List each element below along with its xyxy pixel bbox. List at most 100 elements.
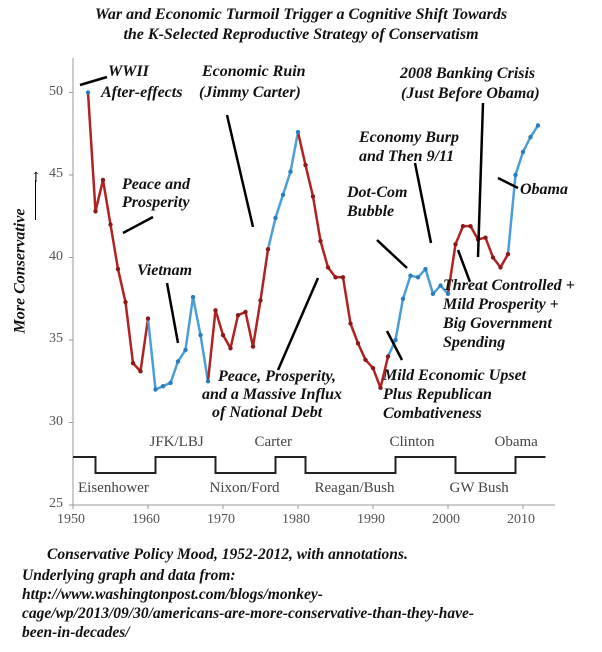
- annotation-burp-2: and Then 9/11: [359, 148, 455, 165]
- president-label: Obama: [494, 434, 538, 450]
- x-tick-label: 1980: [282, 512, 310, 527]
- data-point: [340, 275, 346, 280]
- series-segment: [304, 163, 315, 198]
- y-axis-label: More Conservative: [11, 208, 29, 334]
- series-segment: [199, 333, 210, 383]
- y-tick-label: 30: [49, 413, 63, 429]
- series-segment: [116, 267, 127, 304]
- annotation-leader-line: [165, 282, 180, 344]
- series-segment: [259, 248, 270, 302]
- series-segment: [371, 366, 382, 390]
- x-tick-label: 1960: [132, 512, 160, 527]
- data-point: [385, 354, 391, 359]
- data-point: [370, 365, 376, 371]
- series-segment: [86, 91, 97, 213]
- annotation-leader-line: [497, 176, 519, 190]
- data-point: [348, 321, 353, 326]
- annotation-leader-line: [385, 330, 404, 361]
- up-arrow-icon: ↑: [30, 170, 42, 186]
- data-point: [228, 346, 233, 351]
- series-segment: [289, 130, 300, 173]
- data-point: [168, 380, 173, 386]
- annotation-banking-1: 2008 Banking Crisis: [400, 65, 536, 82]
- series-segment: [169, 360, 180, 385]
- data-point: [265, 247, 271, 252]
- y-tick-label: 25: [49, 496, 63, 511]
- data-point: [280, 192, 286, 197]
- annotation-peace-debt-2: and a Massive Influx: [202, 386, 343, 403]
- series-segment: [214, 309, 225, 337]
- president-label: Nixon/Ford: [209, 480, 280, 496]
- x-tick-label: 2010: [507, 512, 535, 527]
- annotation-leader-line: [413, 162, 433, 244]
- data-point: [175, 359, 181, 364]
- series-segment: [379, 355, 390, 390]
- data-point: [273, 215, 278, 221]
- series-segment: [514, 150, 525, 177]
- source-line-3: cage/wp/2013/09/30/americans-are-more-co…: [22, 605, 475, 622]
- annotation-vietnam: Vietnam: [137, 262, 193, 279]
- data-point: [198, 332, 203, 338]
- president-label: Carter: [254, 434, 292, 450]
- data-point: [145, 316, 151, 321]
- data-point: [130, 360, 136, 366]
- annotation-leader-line: [225, 114, 255, 228]
- annotation-leader-line: [376, 239, 408, 269]
- data-point: [325, 265, 331, 270]
- series-segment: [124, 300, 135, 365]
- series-segment: [94, 178, 105, 213]
- president-label: Reagan/Bush: [314, 480, 395, 496]
- annotation-threat-3: Big Government: [443, 315, 552, 332]
- y-tick-label: 40: [49, 248, 63, 264]
- data-point: [85, 90, 91, 95]
- y-tick-label: 35: [49, 331, 63, 346]
- data-point: [153, 387, 158, 392]
- x-tick-label: 1970: [207, 512, 235, 527]
- series-segment: [319, 239, 330, 269]
- data-point: [93, 209, 98, 214]
- annotation-wwii-1: WWII: [108, 63, 149, 80]
- annotation-peace-2: Prosperity: [122, 194, 190, 211]
- president-step-line: [73, 456, 546, 474]
- series-segment: [341, 276, 352, 325]
- chart-title-line-2: the K-Selected Reproductive Strategy of …: [123, 26, 479, 43]
- data-point: [505, 252, 511, 257]
- arrow-shaft: [35, 180, 36, 220]
- annotation-threat-2: Mild Prosperity +: [443, 296, 559, 313]
- annotation-threat-1: Threat Controlled +: [443, 277, 575, 294]
- series-segment: [101, 178, 112, 226]
- data-point: [160, 384, 166, 389]
- annotation-mild-upset-2: Plus Republican: [383, 386, 492, 403]
- data-point: [190, 294, 196, 300]
- data-point: [123, 299, 128, 305]
- x-tick-label: 1950: [57, 512, 85, 527]
- series-segment: [191, 295, 202, 337]
- series-segment: [176, 348, 187, 363]
- series-segment: [499, 252, 510, 269]
- data-point: [445, 291, 451, 296]
- data-point: [355, 341, 361, 346]
- series-segment: [349, 322, 360, 345]
- annotation-threat-4: Spending: [443, 334, 506, 351]
- y-tick-label: 45: [49, 166, 63, 181]
- y-tick-label: 50: [49, 83, 63, 99]
- president-label: Eisenhower: [78, 480, 149, 496]
- data-point: [363, 357, 368, 362]
- series-segment: [221, 333, 232, 350]
- data-point: [513, 172, 518, 178]
- annotation-peace-debt-3: of National Debt: [212, 404, 323, 421]
- data-point: [243, 309, 248, 315]
- source-line-4: been-in-decades/: [22, 624, 130, 641]
- annotation-leader-line: [456, 249, 472, 283]
- annotation-mild-upset-3: Combativeness: [383, 405, 482, 422]
- data-point: [393, 337, 398, 343]
- annotation-leader-line: [79, 75, 108, 87]
- data-point: [483, 235, 488, 240]
- data-point: [460, 223, 466, 229]
- data-point: [235, 313, 241, 318]
- annotation-economic-ruin-2: (Jimmy Carter): [199, 84, 301, 101]
- president-label: Clinton: [389, 434, 435, 450]
- data-point: [535, 123, 541, 128]
- president-label: JFK/LBJ: [149, 434, 204, 450]
